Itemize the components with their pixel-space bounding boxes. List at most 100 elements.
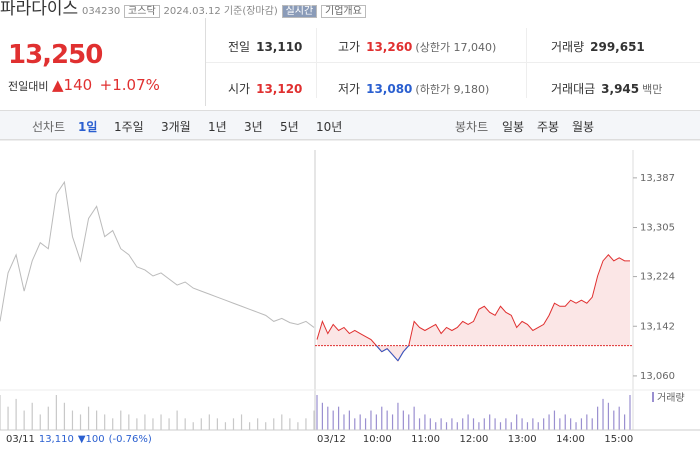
- volume-bar: [467, 414, 469, 430]
- cell-note: (상한가 17,040): [415, 41, 497, 54]
- prev-date: 03/11: [6, 434, 35, 445]
- volume-bar: [575, 422, 577, 430]
- volume-bar: [176, 410, 178, 430]
- volume-bar: [435, 422, 437, 430]
- volume-bar: [152, 418, 154, 430]
- prev-pct: (-0.76%): [109, 434, 152, 445]
- volume-bar: [79, 414, 82, 430]
- volume-bar: [87, 406, 90, 430]
- volume-bar: [629, 395, 631, 430]
- volume-bar: [343, 414, 345, 430]
- volume-bar: [624, 414, 626, 430]
- tab[interactable]: 1일: [78, 120, 98, 134]
- volume-bar: [208, 414, 210, 430]
- tab[interactable]: 주봉: [537, 120, 560, 134]
- volume-bar: [136, 418, 138, 430]
- down-segment: [392, 354, 399, 362]
- volume-bar: [381, 406, 383, 430]
- volume-bar: [591, 418, 593, 430]
- volume-bar: [39, 414, 41, 430]
- cell-label: 고가: [338, 40, 361, 54]
- volume-bar: [478, 422, 480, 430]
- volume-bar: [532, 418, 534, 430]
- tab[interactable]: 5년: [280, 120, 299, 134]
- divider: [316, 28, 317, 98]
- volume-bar: [15, 398, 17, 430]
- line: [0, 180, 315, 328]
- realtime[interactable]: 실시간: [281, 5, 318, 18]
- down-segment: [397, 351, 404, 362]
- tab[interactable]: 3년: [244, 120, 263, 134]
- x-tick-label: 15:00: [604, 434, 633, 445]
- volume-bar: [120, 410, 122, 430]
- volume-bar: [375, 414, 377, 430]
- y-tick-label: 13,142: [640, 321, 675, 332]
- tab[interactable]: 1주일: [114, 120, 144, 134]
- volume-bar: [370, 410, 372, 430]
- summary-cell: 전일 13,110: [228, 38, 302, 55]
- y-tick-label: 13,387: [640, 173, 675, 184]
- volume-bar: [337, 406, 340, 430]
- tab[interactable]: 3개월: [161, 120, 191, 134]
- volume-bar: [240, 414, 243, 430]
- volume-bar: [537, 422, 539, 430]
- volume-bar: [607, 402, 610, 430]
- volume-bar: [494, 418, 496, 430]
- volume-bar: [397, 402, 399, 430]
- tab[interactable]: 월봉: [572, 120, 595, 134]
- volume-bar: [586, 414, 588, 430]
- stock-code: 034230: [82, 6, 121, 17]
- x-tick-label: 12:00: [459, 434, 488, 445]
- tab[interactable]: 10년: [316, 120, 343, 134]
- volume-bar: [160, 414, 162, 430]
- tab[interactable]: 일봉: [502, 120, 525, 134]
- volume-bar: [510, 422, 512, 430]
- summary-table: 전일 13,110 고가 13,260 (상한가 17,040) 거래량 299,651 시가…: [205, 18, 700, 106]
- volume-bar: [597, 406, 599, 430]
- cell-label: 전일: [228, 40, 251, 54]
- divider: [526, 28, 527, 98]
- down-segment: [386, 348, 393, 356]
- volume-bar: [570, 418, 572, 430]
- tab[interactable]: 1년: [208, 120, 227, 134]
- volume-bar: [31, 402, 33, 430]
- price: 13,250: [8, 40, 103, 70]
- volume-bar: [429, 418, 431, 430]
- volume-bar: [354, 418, 356, 430]
- volume-bar: [332, 410, 334, 430]
- tab-label: 봉차트: [455, 120, 489, 134]
- volume-bar: [7, 406, 9, 430]
- volume-bar: [489, 414, 491, 430]
- volume-bar: [580, 418, 583, 430]
- volume-bar: [144, 414, 146, 430]
- y-tick-label: 13,060: [640, 371, 675, 382]
- x-tick-label: 11:00: [411, 434, 440, 445]
- volume-bar: [618, 406, 620, 430]
- volume-bar: [281, 414, 283, 430]
- y-tick-label: 13,224: [640, 272, 675, 283]
- volume-bar: [505, 418, 507, 430]
- volume-bar: [602, 398, 604, 430]
- prev-change: ▼100: [78, 434, 105, 445]
- cell-label: 저가: [338, 82, 361, 96]
- header: 파라다이스 034230 코스닥 2024.03.12 기준(장마감) 실시간 …: [0, 0, 366, 19]
- cell-label: 거래대금: [551, 82, 596, 96]
- cell-value: 13,260: [366, 40, 413, 54]
- tab-bar: 선차트 1일 1주일 3개월 1년 3년 5년 10년 봉차트 일봉 주봉 월봉: [0, 110, 700, 140]
- prev-close: 13,110: [39, 434, 74, 445]
- volume-bar: [168, 418, 170, 430]
- line: [316, 254, 630, 362]
- volume-bar: [413, 406, 415, 430]
- cell-value: 13,110: [256, 40, 303, 54]
- volume-bar: [521, 418, 523, 430]
- volume-bar: [216, 418, 218, 430]
- y-tick-label: 13,305: [640, 223, 675, 234]
- divider: [206, 62, 700, 63]
- volume-bar: [499, 422, 502, 430]
- company-info[interactable]: 기업개요: [321, 5, 366, 18]
- volume-bar: [564, 414, 566, 430]
- volume-bar: [313, 410, 315, 430]
- x-tick-label: 14:00: [556, 434, 585, 445]
- volume-bar: [451, 418, 453, 430]
